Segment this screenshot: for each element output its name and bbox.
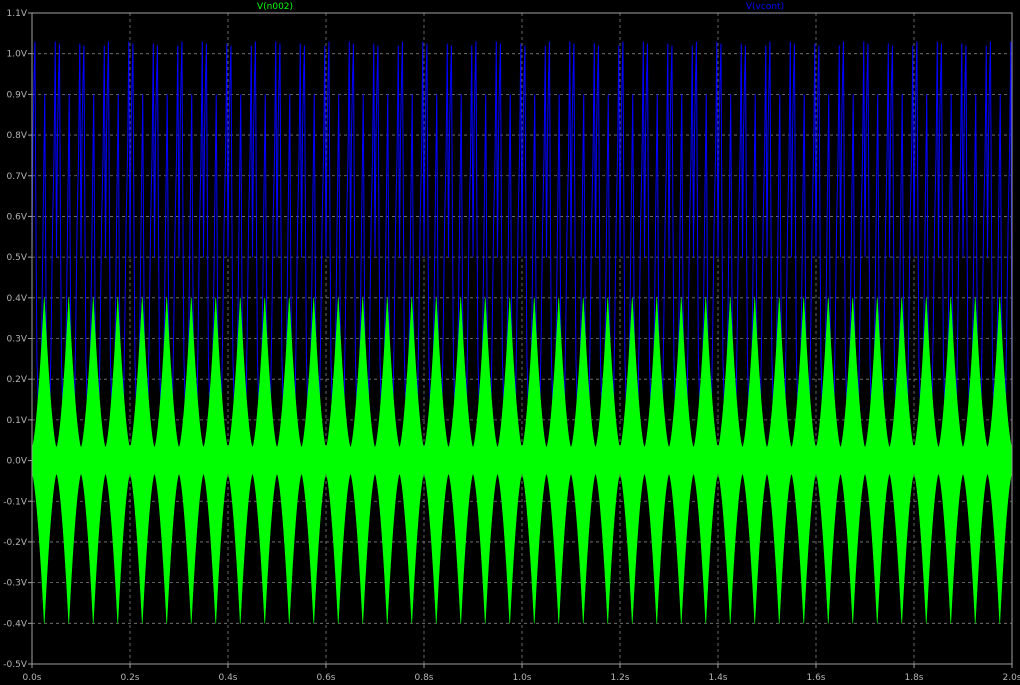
x-tick-label: 1.2s [610, 673, 629, 683]
x-tick-label: 2.0s [1002, 673, 1020, 683]
y-tick-label: 1.1V [7, 9, 28, 19]
y-tick-label: 0.4V [7, 294, 28, 304]
x-tick-label: 0.2s [120, 673, 139, 683]
y-tick-label: 0.1V [7, 416, 28, 426]
legend-entry-vn002: V(n002) [257, 2, 293, 12]
x-tick-label: 1.6s [806, 673, 825, 683]
y-axis-ticks: 1.1V 1.0V 0.9V 0.8V 0.7V 0.6V 0.5V 0.4V 0.3V 0.2V… [3, 9, 32, 670]
x-tick-label: 0.4s [218, 673, 237, 683]
legend-entry-vcont: V(vcont) [746, 2, 784, 12]
y-tick-label: 0.9V [7, 90, 28, 100]
y-tick-label: 0.5V [7, 253, 28, 263]
y-tick-label: 1.0V [7, 50, 28, 60]
y-tick-label: 0.8V [7, 131, 28, 141]
x-tick-label: 0.8s [414, 673, 433, 683]
y-tick-label: 0.2V [7, 375, 28, 385]
y-tick-label: -0.1V [3, 497, 28, 507]
x-axis-ticks: 0.0s 0.2s 0.4s 0.6s 0.8s 1.0s 1.2s 1.4s 1.6s 1.8s… [22, 664, 1020, 683]
y-tick-label: -0.3V [3, 579, 28, 589]
y-tick-label: 0.0V [7, 457, 28, 467]
y-tick-label: -0.2V [3, 538, 28, 548]
y-tick-label: 0.3V [7, 335, 28, 345]
x-tick-label: 0.0s [22, 673, 41, 683]
x-tick-label: 1.4s [708, 673, 727, 683]
y-tick-label: 0.6V [7, 212, 28, 222]
x-tick-label: 1.0s [512, 673, 531, 683]
grid-lines [32, 13, 1012, 664]
y-tick-label: 0.7V [7, 172, 28, 182]
x-tick-label: 1.8s [904, 673, 923, 683]
series-area-vn002 [31, 297, 1013, 624]
y-tick-label: -0.5V [3, 660, 28, 670]
y-tick-label: -0.4V [3, 619, 28, 629]
x-tick-label: 0.6s [316, 673, 335, 683]
